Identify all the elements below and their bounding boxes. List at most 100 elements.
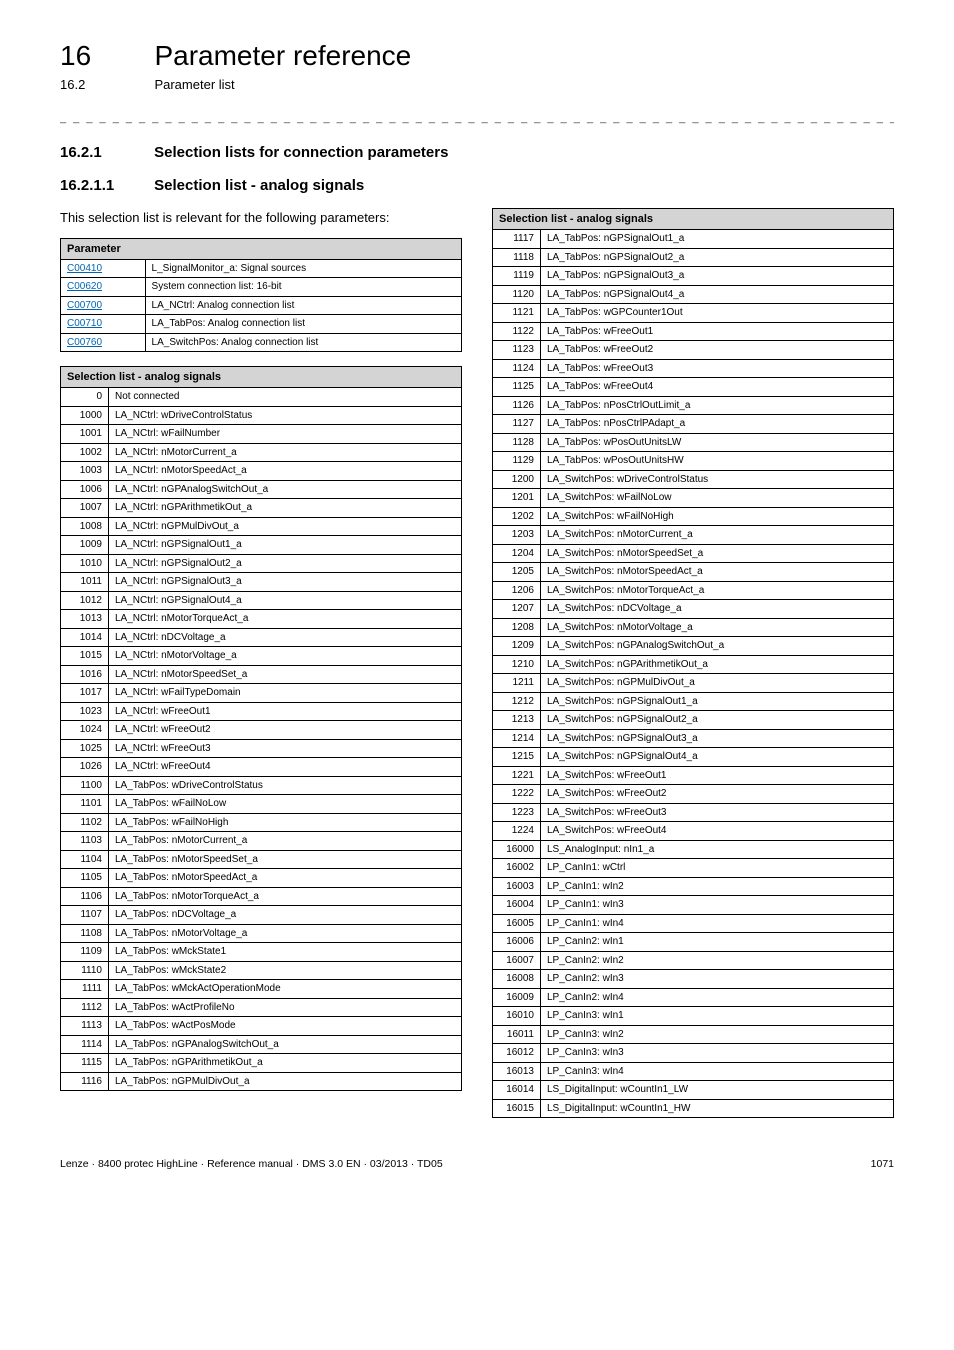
selection-index: 1103 xyxy=(61,832,109,851)
selection-row: 1121LA_TabPos: wGPCounter1Out xyxy=(493,304,894,323)
selection-text: LP_CanIn1: wIn3 xyxy=(541,896,894,915)
selection-text: Not connected xyxy=(109,388,462,407)
selection-text: LA_TabPos: nGPSignalOut2_a xyxy=(541,248,894,267)
parameter-link[interactable]: C00410 xyxy=(67,263,102,274)
selection-row: 16014LS_DigitalInput: wCountIn1_LW xyxy=(493,1081,894,1100)
selection-text: LA_TabPos: wActPosMode xyxy=(109,1017,462,1036)
selection-index: 1109 xyxy=(61,943,109,962)
selection-row: 1017LA_NCtrl: wFailTypeDomain xyxy=(61,684,462,703)
selection-text: LA_TabPos: nPosCtrlPAdapt_a xyxy=(541,415,894,434)
selection-text: LA_TabPos: wFreeOut4 xyxy=(541,378,894,397)
parameter-code: C00620 xyxy=(61,278,146,297)
selection-text: LA_SwitchPos: nGPSignalOut4_a xyxy=(541,748,894,767)
selection-text: LA_NCtrl: nMotorCurrent_a xyxy=(109,443,462,462)
selection-text: LA_NCtrl: wFreeOut1 xyxy=(109,702,462,721)
selection-index: 1007 xyxy=(61,499,109,518)
selection-row: 1116LA_TabPos: nGPMulDivOut_a xyxy=(61,1072,462,1091)
selection-text: LA_TabPos: nPosCtrlOutLimit_a xyxy=(541,396,894,415)
selection-text: LA_NCtrl: nMotorVoltage_a xyxy=(109,647,462,666)
selection-text: LA_TabPos: wMckState1 xyxy=(109,943,462,962)
selection-index: 1210 xyxy=(493,655,541,674)
selection-row: 16009LP_CanIn2: wIn4 xyxy=(493,988,894,1007)
selection-index: 16004 xyxy=(493,896,541,915)
selection-index: 1101 xyxy=(61,795,109,814)
selection-text: LA_TabPos: wFreeOut3 xyxy=(541,359,894,378)
selection-index: 1012 xyxy=(61,591,109,610)
selection-index: 1119 xyxy=(493,267,541,286)
selection-row: 1123LA_TabPos: wFreeOut2 xyxy=(493,341,894,360)
selection-index: 1124 xyxy=(493,359,541,378)
selection-row: 1122LA_TabPos: wFreeOut1 xyxy=(493,322,894,341)
selection-row: 16008LP_CanIn2: wIn3 xyxy=(493,970,894,989)
selection-index: 1009 xyxy=(61,536,109,555)
selection-index: 16010 xyxy=(493,1007,541,1026)
selection-text: LA_SwitchPos: nMotorVoltage_a xyxy=(541,618,894,637)
selection-text: LA_SwitchPos: wFailNoHigh xyxy=(541,507,894,526)
selection-row: 1222LA_SwitchPos: wFreeOut2 xyxy=(493,785,894,804)
selection-row: 1016LA_NCtrl: nMotorSpeedSet_a xyxy=(61,665,462,684)
parameter-link[interactable]: C00710 xyxy=(67,318,102,329)
selection-row: 1125LA_TabPos: wFreeOut4 xyxy=(493,378,894,397)
selection-text: LA_SwitchPos: nGPSignalOut1_a xyxy=(541,692,894,711)
selection-text: LA_TabPos: wFreeOut2 xyxy=(541,341,894,360)
selection-index: 1110 xyxy=(61,961,109,980)
selection-index: 16009 xyxy=(493,988,541,1007)
selection-text: LA_TabPos: nMotorVoltage_a xyxy=(109,924,462,943)
heading-16-2-1: 16.2.1 Selection lists for connection pa… xyxy=(60,144,894,161)
selection-text: LA_TabPos: nMotorCurrent_a xyxy=(109,832,462,851)
selection-index: 1024 xyxy=(61,721,109,740)
selection-row: 1012LA_NCtrl: nGPSignalOut4_a xyxy=(61,591,462,610)
selection-text: LA_SwitchPos: wFailNoLow xyxy=(541,489,894,508)
selection-index: 1112 xyxy=(61,998,109,1017)
selection-text: LA_NCtrl: nGPSignalOut2_a xyxy=(109,554,462,573)
selection-row: 1008LA_NCtrl: nGPMulDivOut_a xyxy=(61,517,462,536)
parameter-desc: LA_SwitchPos: Analog connection list xyxy=(145,333,461,352)
chapter-number: 16 xyxy=(60,40,150,72)
parameter-desc: LA_TabPos: Analog connection list xyxy=(145,315,461,334)
selection-row: 16007LP_CanIn2: wIn2 xyxy=(493,951,894,970)
selection-text: LA_NCtrl: nMotorSpeedSet_a xyxy=(109,665,462,684)
footer-page-number: 1071 xyxy=(871,1158,894,1170)
selection-text: LP_CanIn2: wIn4 xyxy=(541,988,894,1007)
selection-row: 1107LA_TabPos: nDCVoltage_a xyxy=(61,906,462,925)
selection-row: 1003LA_NCtrl: nMotorSpeedAct_a xyxy=(61,462,462,481)
selection-row: 1201LA_SwitchPos: wFailNoLow xyxy=(493,489,894,508)
selection-text: LA_TabPos: nGPAnalogSwitchOut_a xyxy=(109,1035,462,1054)
selection-row: 1113LA_TabPos: wActPosMode xyxy=(61,1017,462,1036)
selection-index: 1116 xyxy=(61,1072,109,1091)
parameter-link[interactable]: C00620 xyxy=(67,281,102,292)
selection-row: 1206LA_SwitchPos: nMotorTorqueAct_a xyxy=(493,581,894,600)
selection-text: LA_TabPos: nDCVoltage_a xyxy=(109,906,462,925)
selection-index: 0 xyxy=(61,388,109,407)
selection-row: 1108LA_TabPos: nMotorVoltage_a xyxy=(61,924,462,943)
selection-row: 1200LA_SwitchPos: wDriveControlStatus xyxy=(493,470,894,489)
selection-table-right: Selection list - analog signals 1117LA_T… xyxy=(492,208,894,1118)
selection-index: 1025 xyxy=(61,739,109,758)
selection-index: 1000 xyxy=(61,406,109,425)
selection-row: 1118LA_TabPos: nGPSignalOut2_a xyxy=(493,248,894,267)
selection-index: 1121 xyxy=(493,304,541,323)
selection-text: LA_NCtrl: wFreeOut3 xyxy=(109,739,462,758)
selection-text: LS_AnalogInput: nIn1_a xyxy=(541,840,894,859)
selection-index: 1214 xyxy=(493,729,541,748)
selection-index: 1118 xyxy=(493,248,541,267)
parameter-link[interactable]: C00700 xyxy=(67,300,102,311)
selection-index: 1013 xyxy=(61,610,109,629)
selection-row: 1103LA_TabPos: nMotorCurrent_a xyxy=(61,832,462,851)
heading-16-2-1-1: 16.2.1.1 Selection list - analog signals xyxy=(60,177,894,194)
selection-text: LA_NCtrl: nGPSignalOut3_a xyxy=(109,573,462,592)
selection-text: LA_NCtrl: nMotorSpeedAct_a xyxy=(109,462,462,481)
selection-row: 16011LP_CanIn3: wIn2 xyxy=(493,1025,894,1044)
selection-row: 1221LA_SwitchPos: wFreeOut1 xyxy=(493,766,894,785)
selection-text: LS_DigitalInput: wCountIn1_HW xyxy=(541,1099,894,1118)
selection-row: 16012LP_CanIn3: wIn3 xyxy=(493,1044,894,1063)
selection-row: 1007LA_NCtrl: nGPArithmetikOut_a xyxy=(61,499,462,518)
heading-number: 16.2.1.1 xyxy=(60,177,150,194)
selection-row: 1025LA_NCtrl: wFreeOut3 xyxy=(61,739,462,758)
selection-index: 1100 xyxy=(61,776,109,795)
parameter-link[interactable]: C00760 xyxy=(67,337,102,348)
selection-row: 16005LP_CanIn1: wIn4 xyxy=(493,914,894,933)
selection-text: LA_SwitchPos: nGPSignalOut3_a xyxy=(541,729,894,748)
selection-index: 1001 xyxy=(61,425,109,444)
selection-row: 1223LA_SwitchPos: wFreeOut3 xyxy=(493,803,894,822)
